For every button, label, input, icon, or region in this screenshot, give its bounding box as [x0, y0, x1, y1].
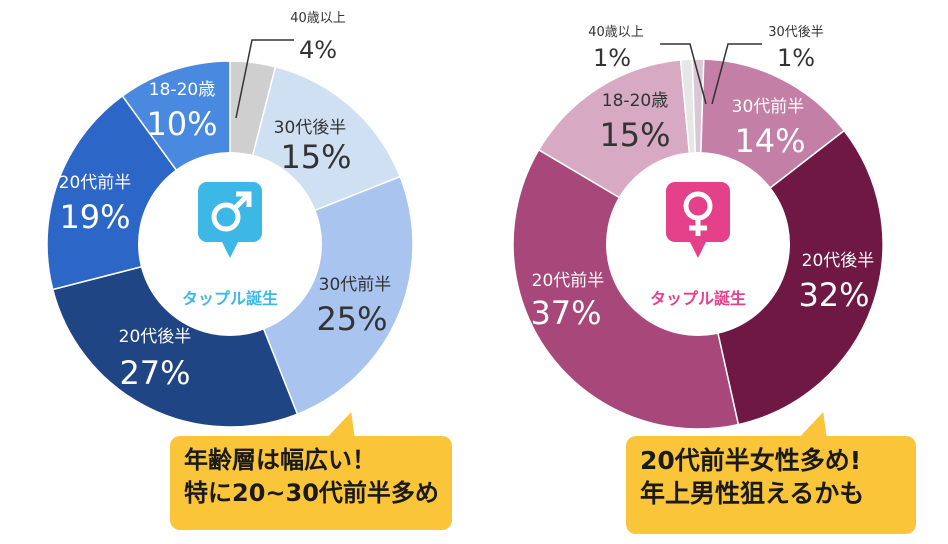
leader-line: [235, 39, 294, 119]
slice-label: 30代後半: [768, 25, 824, 40]
slice-label: 18-20歳: [149, 80, 215, 100]
slice-value-label: 10%: [146, 105, 217, 143]
slice-value-label: 1%: [777, 44, 815, 72]
female-callout-line1: 20代前半女性多め!: [640, 446, 862, 475]
slice-value-label: 19%: [59, 198, 130, 236]
slice-label: 30代前半: [732, 97, 805, 117]
slice-value-label: 15%: [599, 116, 670, 154]
slice-label: 20代後半: [119, 327, 192, 347]
leader-line: [711, 43, 762, 105]
slice-value-label: 27%: [119, 354, 190, 392]
male-symbol-icon: [198, 182, 262, 258]
slice-label: 20代前半: [59, 173, 132, 193]
slice-label: 40歳以上: [290, 11, 346, 26]
female-symbol-icon: [666, 182, 730, 258]
slice-label: 30代後半: [274, 118, 347, 138]
slice-label: 40歳以上: [588, 25, 644, 40]
donut-center-label: タップル誕生: [182, 289, 278, 308]
leader-line: [660, 43, 707, 105]
male-callout-line2: 特に20~30代前半多め: [184, 479, 439, 507]
slice-value-label: 15%: [280, 138, 351, 176]
slice-label: 20代後半: [802, 251, 875, 271]
donut-center-label: タップル誕生: [650, 289, 746, 308]
male-callout: 年齢層は幅広い！ 特に20~30代前半多め: [170, 412, 452, 530]
slice-value-label: 25%: [316, 300, 387, 338]
slice-label: 30代前半: [319, 275, 392, 295]
female-callout-line2: 年上男性狙えるかも: [640, 479, 865, 508]
slice-value-label: 14%: [734, 122, 805, 160]
slice-20代後半: [697, 129, 884, 426]
slice-value-label: 1%: [593, 44, 631, 72]
slice-label: 18-20歳: [602, 91, 668, 111]
slice-value-label: 32%: [798, 276, 869, 314]
slice-value-label: 37%: [530, 294, 601, 332]
slice-value-label: 4%: [299, 36, 337, 64]
female-donut: タップル誕生 30代後半 1% 30代前半 14% 20代後半 32% 20代前半 37% 18-…: [512, 25, 884, 430]
female-callout: 20代前半女性多め! 年上男性狙えるかも: [626, 412, 916, 534]
male-callout-line1: 年齢層は幅広い！: [184, 446, 376, 474]
slice-label: 20代前半: [532, 271, 605, 291]
